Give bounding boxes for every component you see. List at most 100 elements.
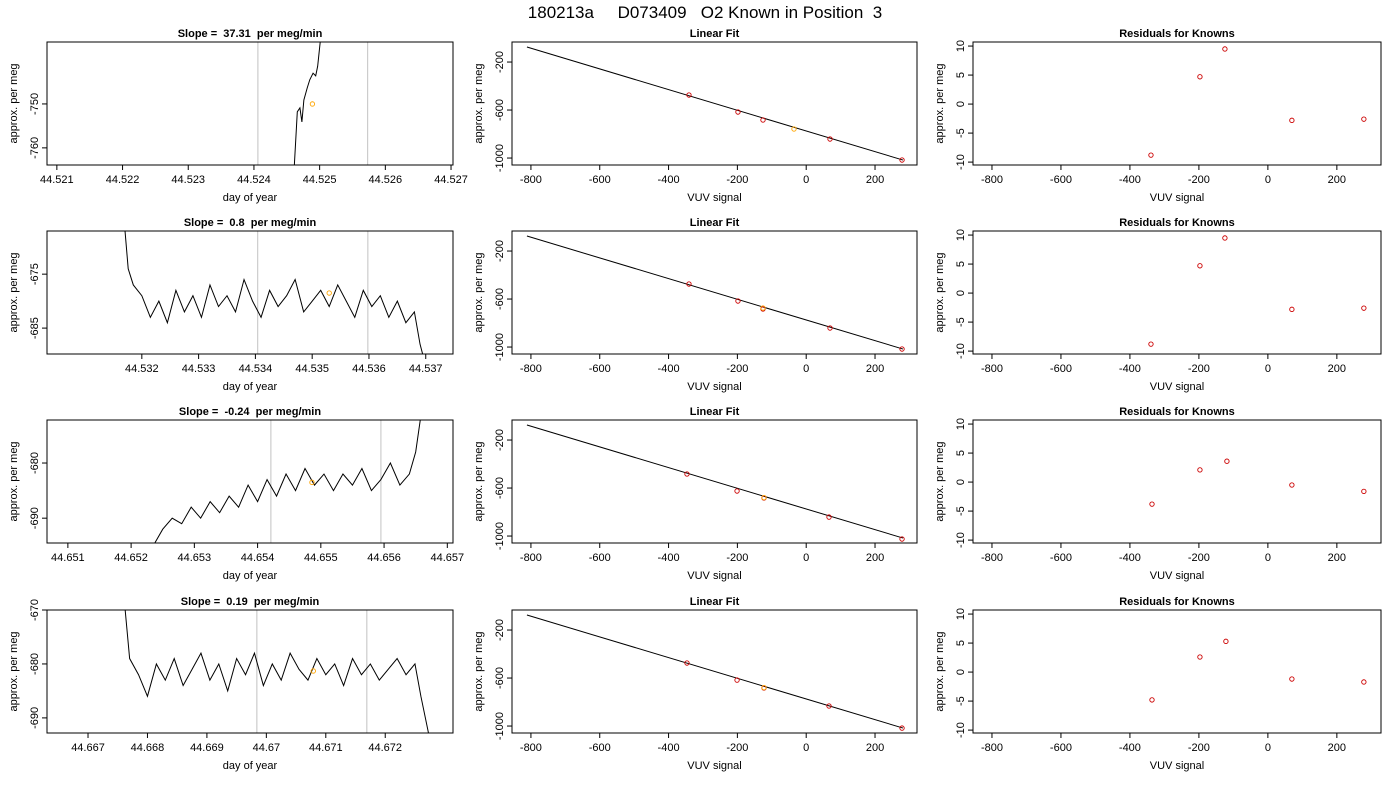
- series-line: [293, 42, 321, 165]
- panel-title: Linear Fit: [690, 596, 740, 608]
- x-tick-label: 44.536: [352, 363, 386, 375]
- known-point: [899, 725, 905, 731]
- x-axis-label: VUV signal: [1150, 760, 1204, 772]
- y-tick-label: 10: [955, 608, 967, 620]
- x-axis-label: VUV signal: [687, 192, 741, 204]
- y-axis-label: approx. per meg: [934, 252, 946, 332]
- x-tick-label: 44.652: [114, 552, 148, 564]
- known-point: [686, 92, 692, 98]
- x-tick-label: 44.655: [304, 552, 338, 564]
- plot-area: [526, 424, 905, 542]
- x-tick-label: -400: [658, 363, 680, 375]
- x-axis-label: VUV signal: [1150, 192, 1204, 204]
- known-point: [1197, 74, 1203, 80]
- y-tick-label: -5: [955, 506, 967, 516]
- y-axis-label: approx. per meg: [473, 441, 485, 521]
- x-tick-label: 44.521: [40, 174, 74, 186]
- series-line: [124, 231, 424, 354]
- x-axis-label: VUV signal: [687, 570, 741, 582]
- known-point: [1289, 676, 1295, 682]
- y-axis-label: approx. per meg: [934, 441, 946, 521]
- x-tick-label: -800: [981, 552, 1003, 564]
- x-tick-label: 200: [1328, 363, 1346, 375]
- x-axis-label: VUV signal: [687, 381, 741, 393]
- sample-point: [761, 684, 767, 691]
- plot-area: [257, 42, 369, 165]
- fit-line: [526, 235, 904, 350]
- known-point: [1289, 482, 1295, 488]
- x-tick-label: 44.526: [369, 174, 403, 186]
- y-tick-label: -10: [955, 343, 967, 359]
- y-tick-label: 5: [955, 450, 967, 456]
- y-tick-label: -10: [955, 532, 967, 548]
- x-tick-label: 200: [1328, 742, 1346, 754]
- panel: Residuals for Knowns VUV signal approx. pe…: [934, 28, 1382, 204]
- y-tick-label: 5: [955, 640, 967, 646]
- x-tick-label: 0: [803, 363, 809, 375]
- x-tick-label: 44.537: [409, 363, 443, 375]
- x-tick-label: -600: [589, 552, 611, 564]
- known-point: [1361, 679, 1367, 685]
- mean-point: [309, 479, 315, 485]
- panel: Slope = 0.19 per meg/min day of year appro…: [8, 596, 454, 772]
- y-tick-label: -1000: [494, 522, 506, 550]
- panel-title: Slope = 0.8 per meg/min: [184, 217, 317, 229]
- known-point: [1149, 501, 1155, 507]
- plot-area: [526, 235, 905, 352]
- y-tick-label: -5: [955, 128, 967, 138]
- x-tick-label: 0: [1265, 742, 1271, 754]
- x-tick-label: 44.656: [367, 552, 401, 564]
- x-tick-label: 44.533: [182, 363, 216, 375]
- known-point: [1197, 654, 1203, 660]
- known-point: [1149, 697, 1155, 703]
- fit-line: [526, 424, 904, 539]
- axes-box: [972, 41, 1382, 166]
- y-tick-label: -10: [955, 154, 967, 170]
- x-tick-label: -800: [981, 174, 1003, 186]
- panel-title: Residuals for Knowns: [1119, 406, 1235, 418]
- axes-box: [972, 419, 1382, 544]
- y-tick-label: -200: [494, 429, 506, 451]
- panel: Linear Fit VUV signal approx. per meg -800 -…: [473, 406, 918, 582]
- x-tick-label: -600: [1050, 552, 1072, 564]
- x-axis-label: VUV signal: [1150, 570, 1204, 582]
- y-tick-label: 0: [955, 669, 967, 675]
- y-axis-label: approx. per meg: [8, 63, 20, 143]
- panel-title: Slope = 0.19 per meg/min: [181, 596, 320, 608]
- plot-area: [1148, 235, 1367, 347]
- panel: Linear Fit VUV signal approx. per meg -800 -…: [473, 596, 918, 772]
- x-tick-label: -600: [589, 174, 611, 186]
- y-tick-label: -600: [494, 288, 506, 310]
- panel-title: Linear Fit: [690, 28, 740, 40]
- x-tick-label: -200: [726, 552, 748, 564]
- x-tick-label: 0: [803, 742, 809, 754]
- x-tick-label: 200: [866, 742, 884, 754]
- x-axis-label: day of year: [223, 192, 278, 204]
- x-tick-label: -600: [589, 742, 611, 754]
- x-tick-label: 44.657: [430, 552, 464, 564]
- y-axis-label: approx. per meg: [8, 441, 20, 521]
- x-tick-label: -600: [1050, 174, 1072, 186]
- y-tick-label: -200: [494, 51, 506, 73]
- panel: Residuals for Knowns VUV signal approx. pe…: [934, 596, 1382, 772]
- x-tick-label: -800: [520, 174, 542, 186]
- y-axis-label: approx. per meg: [934, 63, 946, 143]
- y-tick-label: -5: [955, 317, 967, 327]
- sample-point: [761, 494, 767, 501]
- y-tick-label: -690: [29, 507, 41, 529]
- y-tick-label: -1000: [494, 333, 506, 361]
- x-tick-label: -600: [1050, 742, 1072, 754]
- known-point: [1289, 306, 1295, 312]
- y-tick-label: 0: [955, 479, 967, 485]
- x-tick-label: 44.527: [434, 174, 468, 186]
- panel-title: Residuals for Knowns: [1119, 217, 1235, 229]
- x-tick-label: 44.532: [125, 363, 159, 375]
- y-tick-label: -760: [29, 137, 41, 159]
- x-tick-label: 0: [803, 174, 809, 186]
- known-point: [1361, 116, 1367, 122]
- axes-box: [46, 41, 454, 166]
- y-tick-label: -200: [494, 240, 506, 262]
- y-tick-label: -200: [494, 619, 506, 641]
- panel-title: Residuals for Knowns: [1119, 28, 1235, 40]
